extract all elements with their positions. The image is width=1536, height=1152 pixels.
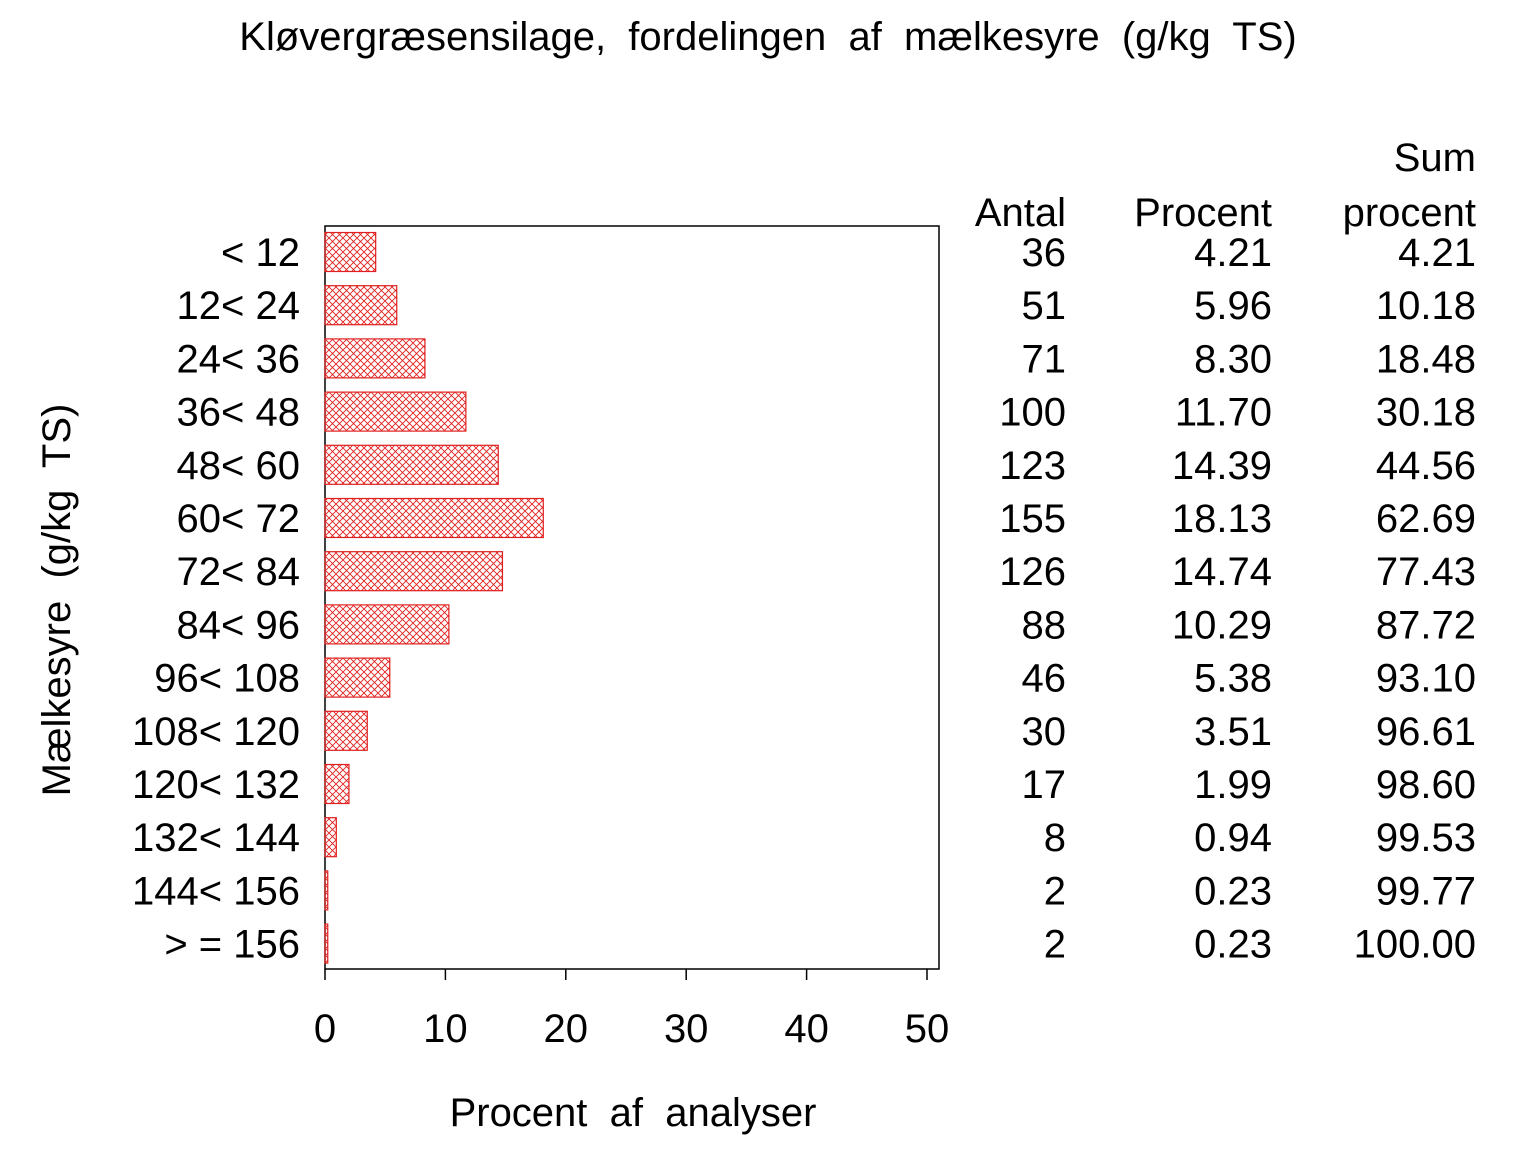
- table-cell-sum-procent: 44.56: [1376, 444, 1476, 488]
- table-cell-antal: 30: [1022, 710, 1067, 754]
- table-cell-antal: 88: [1022, 603, 1067, 647]
- table-cell-procent: 0.94: [1194, 816, 1272, 860]
- table-cell-sum-procent: 30.18: [1376, 391, 1476, 435]
- bar: [324, 391, 467, 432]
- x-tick-label: 20: [544, 1007, 589, 1051]
- y-tick-label: 12< 24: [177, 284, 300, 328]
- table-cell-sum-procent: 10.18: [1376, 284, 1476, 328]
- table-cell-antal: 8: [1044, 816, 1066, 860]
- bar: [324, 604, 450, 645]
- table-cell-procent: 5.96: [1194, 284, 1272, 328]
- table-cell-antal: 36: [1022, 231, 1067, 275]
- y-tick-label: 60< 72: [177, 497, 300, 541]
- table-cell-antal: 2: [1044, 923, 1066, 967]
- table-cell-antal: 51: [1022, 284, 1067, 328]
- table-cell-sum-procent: 62.69: [1376, 497, 1476, 541]
- y-tick-label: 48< 60: [177, 444, 300, 488]
- table-cell-sum-procent: 77.43: [1376, 550, 1476, 594]
- table-cell-procent: 0.23: [1194, 869, 1272, 913]
- x-axis: 0 10 20 30 40 50: [314, 969, 949, 1051]
- x-tick-label: 30: [664, 1007, 709, 1051]
- bar: [324, 817, 337, 858]
- table-cell-sum-procent: 100.00: [1354, 923, 1476, 967]
- x-tick-label: 0: [314, 1007, 336, 1051]
- plot-frame: [324, 225, 940, 970]
- bar: [324, 497, 544, 539]
- table-header-antal: Antal: [975, 191, 1066, 235]
- bar: [324, 285, 398, 326]
- y-tick-label: > = 156: [164, 923, 300, 967]
- table-cell-antal: 71: [1022, 337, 1067, 381]
- bar: [324, 870, 329, 911]
- bars: [324, 231, 544, 964]
- bar: [324, 231, 377, 273]
- y-tick-label: 120< 132: [132, 763, 300, 807]
- y-tick-label: 72< 84: [177, 550, 300, 594]
- table-cell-procent: 4.21: [1194, 231, 1272, 275]
- x-tick-label: 40: [784, 1007, 829, 1051]
- table-cell-antal: 155: [999, 497, 1066, 541]
- table-cell-procent: 0.23: [1194, 923, 1272, 967]
- table-cell-procent: 11.70: [1175, 391, 1272, 435]
- table-cell-antal: 46: [1022, 657, 1067, 701]
- table-cell-procent: 1.99: [1194, 763, 1272, 807]
- x-axis-label: Procent af analyser: [450, 1091, 817, 1135]
- chart-title: Kløvergræsensilage, fordelingen af mælke…: [239, 15, 1296, 59]
- table-cell-sum-procent: 18.48: [1376, 337, 1476, 381]
- table-cell-sum-procent: 96.61: [1376, 710, 1476, 754]
- table-header-procent: Procent: [1134, 191, 1272, 235]
- table-cell-procent: 8.30: [1194, 337, 1272, 381]
- table-cell-procent: 14.74: [1172, 550, 1272, 594]
- table-cell-antal: 123: [999, 444, 1066, 488]
- table-cell-sum-procent: 98.60: [1376, 763, 1476, 807]
- x-tick-label: 10: [423, 1007, 468, 1051]
- table-cell-procent: 5.38: [1194, 657, 1272, 701]
- table-header-sum: Sum: [1394, 136, 1476, 180]
- table-header-sum-procent: procent: [1343, 191, 1476, 235]
- y-tick-labels: < 12 12< 24 24< 36 36< 48 48< 60 60< 72 72< 84…: [132, 231, 300, 967]
- bar: [324, 338, 426, 379]
- y-tick-label: 24< 36: [177, 337, 300, 381]
- table-cell-sum-procent: 4.21: [1398, 231, 1476, 275]
- y-tick-label: 36< 48: [177, 391, 300, 435]
- y-tick-label: 144< 156: [132, 869, 300, 913]
- table-cell-procent: 10.29: [1172, 603, 1272, 647]
- bar: [324, 444, 499, 485]
- y-tick-label: 84< 96: [177, 603, 300, 647]
- table-cell-sum-procent: 99.53: [1376, 816, 1476, 860]
- table-cell-procent: 3.51: [1194, 710, 1272, 754]
- table-cell-sum-procent: 87.72: [1376, 603, 1476, 647]
- table-cell-antal: 2: [1044, 869, 1066, 913]
- table-cell-procent: 14.39: [1172, 444, 1272, 488]
- bar: [324, 763, 350, 805]
- y-tick-label: < 12: [221, 231, 300, 275]
- table-cell-antal: 126: [999, 550, 1066, 594]
- y-tick-label: 96< 108: [154, 657, 300, 701]
- table-cell-sum-procent: 93.10: [1376, 657, 1476, 701]
- bar: [324, 710, 368, 751]
- y-axis-label: Mælkesyre (g/kg TS): [35, 404, 79, 797]
- table-cell-procent: 18.13: [1172, 497, 1272, 541]
- table-cell-antal: 17: [1022, 763, 1067, 807]
- x-tick-label: 50: [905, 1007, 950, 1051]
- table-cell-sum-procent: 99.77: [1376, 869, 1476, 913]
- y-tick-label: 132< 144: [132, 816, 300, 860]
- table-cell-antal: 100: [999, 391, 1066, 435]
- y-tick-label: 108< 120: [132, 710, 300, 754]
- bar: [324, 923, 329, 964]
- data-table: Antal Procent Sum procent 36 51 71 100 123 155 126…: [975, 136, 1476, 967]
- bar: [324, 551, 504, 592]
- bar: [324, 657, 391, 698]
